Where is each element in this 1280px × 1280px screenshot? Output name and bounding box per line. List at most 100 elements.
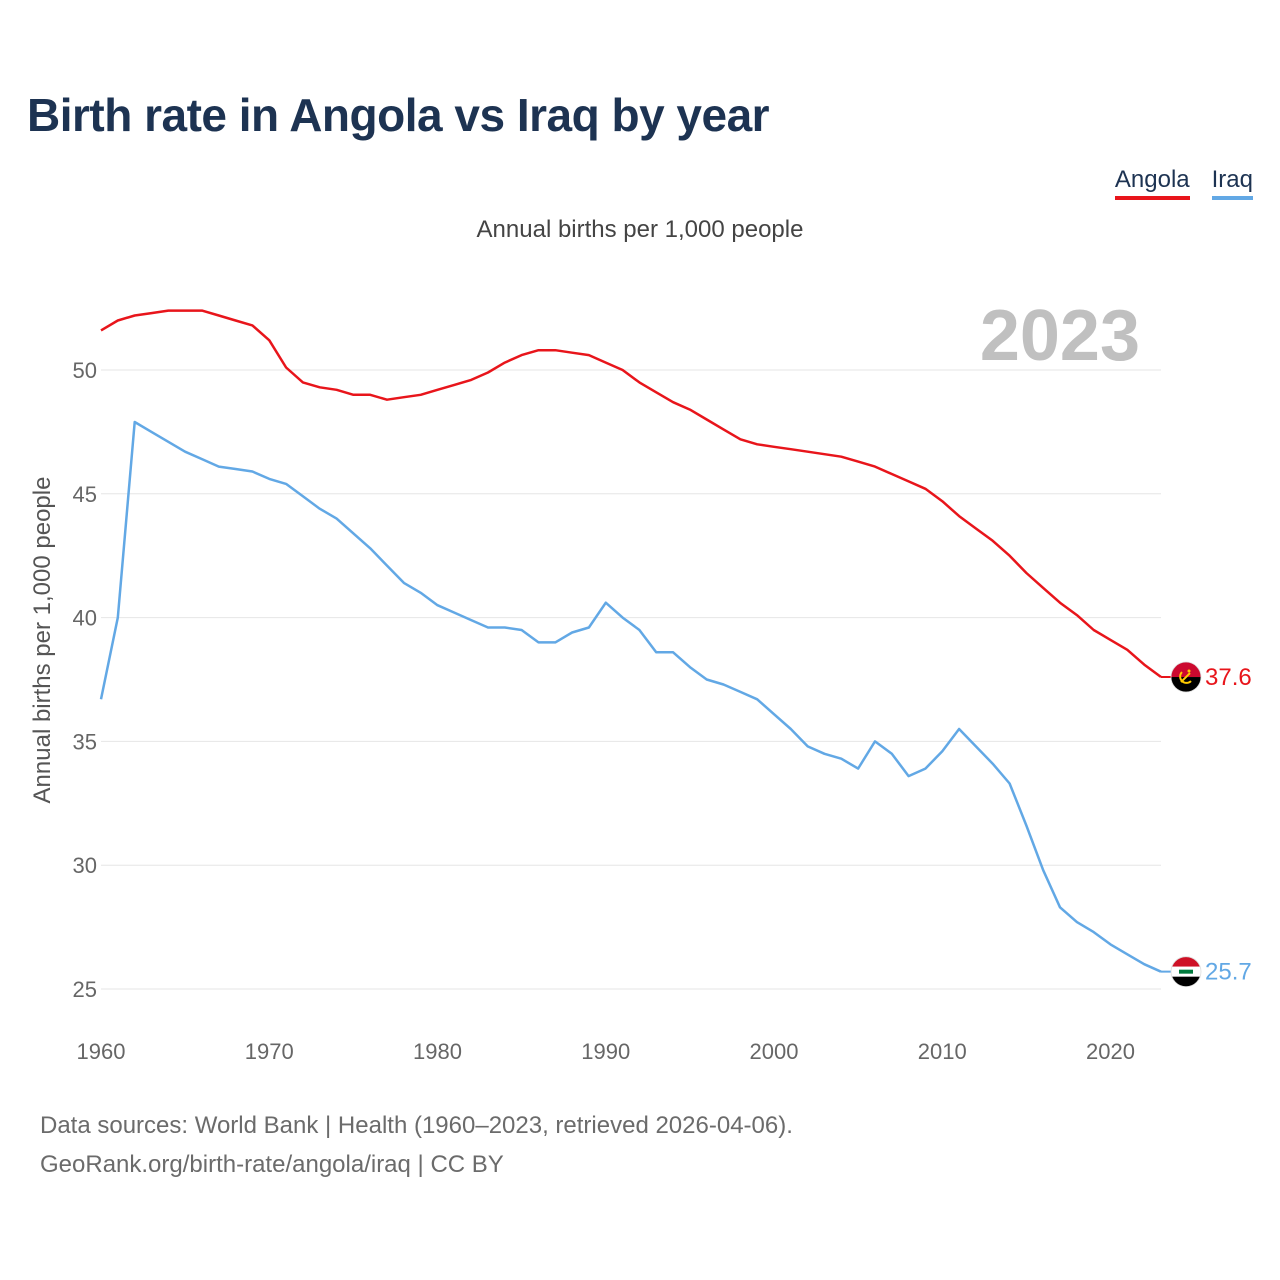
data-point-iraq [671, 650, 675, 654]
data-point-iraq [839, 757, 843, 761]
y-tick-label: 30 [73, 853, 97, 878]
data-point-angola [604, 361, 608, 365]
data-point-iraq [621, 616, 625, 620]
data-point-iraq [469, 618, 473, 622]
legend-item-iraq[interactable]: Iraq [1211, 166, 1253, 200]
data-point-iraq [957, 727, 961, 731]
data-point-iraq [166, 440, 170, 444]
angola-flag-icon [1170, 661, 1202, 693]
data-point-angola [822, 452, 826, 456]
data-point-iraq [284, 482, 288, 486]
data-point-angola [503, 361, 507, 365]
data-point-angola [436, 388, 440, 392]
data-point-angola [705, 418, 709, 422]
data-point-angola [99, 328, 103, 332]
data-point-angola [570, 351, 574, 355]
data-point-angola [1058, 601, 1062, 605]
data-point-iraq [856, 767, 860, 771]
data-point-angola [149, 311, 153, 315]
data-point-angola [318, 385, 322, 389]
data-point-iraq [149, 430, 153, 434]
data-point-iraq [452, 611, 456, 615]
data-point-iraq [234, 467, 238, 471]
data-point-angola [772, 445, 776, 449]
data-point-iraq [688, 665, 692, 669]
data-point-iraq [772, 712, 776, 716]
series-line-iraq[interactable] [99, 420, 1162, 973]
end-value-label-iraq: 25.7 [1205, 959, 1252, 986]
x-tick-label: 1970 [245, 1039, 294, 1064]
data-point-angola [419, 393, 423, 397]
data-point-iraq [536, 640, 540, 644]
data-point-iraq [217, 465, 221, 469]
data-point-angola [957, 514, 961, 518]
data-point-iraq [520, 628, 524, 632]
data-point-angola [351, 393, 355, 397]
data-point-angola [183, 309, 187, 313]
data-point-angola [621, 368, 625, 372]
data-point-iraq [873, 739, 877, 743]
data-point-iraq [301, 494, 305, 498]
data-point-iraq [1008, 781, 1012, 785]
data-point-angola [368, 393, 372, 397]
data-point-iraq [570, 630, 574, 634]
data-point-iraq [1142, 962, 1146, 966]
x-tick-label: 1960 [77, 1039, 126, 1064]
data-point-iraq [436, 603, 440, 607]
grid-lines [101, 369, 1161, 990]
data-point-iraq [385, 564, 389, 568]
y-tick-label: 45 [73, 482, 97, 507]
data-point-iraq [133, 420, 137, 424]
data-point-angola [671, 400, 675, 404]
data-point-iraq [923, 767, 927, 771]
data-point-angola [806, 450, 810, 454]
data-point-angola [1125, 648, 1129, 652]
data-point-iraq [99, 697, 103, 701]
footer: Data sources: World Bank | Health (1960–… [40, 1106, 793, 1184]
data-point-angola [738, 437, 742, 441]
data-point-angola [284, 366, 288, 370]
data-point-iraq [654, 650, 658, 654]
series-line-angola[interactable] [100, 309, 1162, 679]
y-tick-label: 40 [73, 606, 97, 631]
data-point-iraq [1024, 824, 1028, 828]
data-point-angola [654, 390, 658, 394]
data-point-angola [722, 427, 726, 431]
data-point-iraq [419, 591, 423, 595]
data-point-iraq [318, 507, 322, 511]
x-tick-label: 1980 [413, 1039, 462, 1064]
data-point-angola [166, 309, 170, 313]
data-point-iraq [200, 457, 204, 461]
data-point-angola [637, 380, 641, 384]
data-point-iraq [755, 697, 759, 701]
data-point-iraq [1125, 952, 1129, 956]
data-point-iraq [974, 744, 978, 748]
data-point-angola [789, 447, 793, 451]
data-source-text: Data sources: World Bank | Health (1960–… [40, 1112, 793, 1139]
data-point-iraq [604, 601, 608, 605]
data-point-angola [234, 318, 238, 322]
data-point-iraq [267, 477, 271, 481]
data-point-angola [536, 348, 540, 352]
data-point-iraq [116, 616, 120, 620]
data-point-angola [1109, 638, 1113, 642]
data-point-angola [301, 380, 305, 384]
data-point-angola [469, 378, 473, 382]
data-point-iraq [991, 762, 995, 766]
data-point-iraq [335, 517, 339, 521]
data-point-iraq [351, 531, 355, 535]
data-point-iraq [1075, 920, 1079, 924]
data-point-iraq [1058, 905, 1062, 909]
data-point-angola [250, 323, 254, 327]
data-point-iraq [822, 752, 826, 756]
data-point-angola [1024, 571, 1028, 575]
y-tick-label: 35 [73, 729, 97, 754]
data-point-angola [974, 526, 978, 530]
data-point-angola [520, 353, 524, 357]
data-point-angola [1142, 663, 1146, 667]
legend-item-angola[interactable]: Angola [1114, 166, 1190, 200]
data-point-iraq [890, 752, 894, 756]
data-point-iraq [907, 774, 911, 778]
data-point-angola [587, 353, 591, 357]
data-point-angola [1075, 613, 1079, 617]
